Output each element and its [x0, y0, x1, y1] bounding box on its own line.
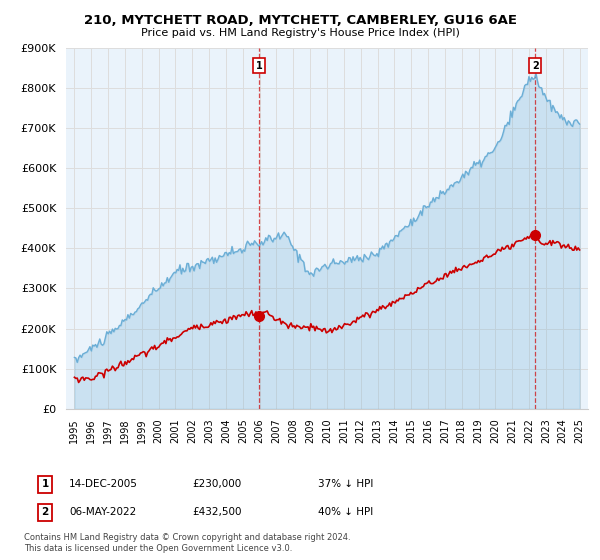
Text: 37% ↓ HPI: 37% ↓ HPI: [318, 479, 373, 489]
Text: £432,500: £432,500: [192, 507, 241, 517]
Text: 1: 1: [256, 60, 262, 71]
Text: Price paid vs. HM Land Registry's House Price Index (HPI): Price paid vs. HM Land Registry's House …: [140, 28, 460, 38]
Text: 210, MYTCHETT ROAD, MYTCHETT, CAMBERLEY, GU16 6AE: 210, MYTCHETT ROAD, MYTCHETT, CAMBERLEY,…: [83, 14, 517, 27]
Text: 2: 2: [532, 60, 539, 71]
Text: 2: 2: [41, 507, 49, 517]
Text: 14-DEC-2005: 14-DEC-2005: [69, 479, 138, 489]
Text: 40% ↓ HPI: 40% ↓ HPI: [318, 507, 373, 517]
Text: 1: 1: [41, 479, 49, 489]
Text: £230,000: £230,000: [192, 479, 241, 489]
Text: 06-MAY-2022: 06-MAY-2022: [69, 507, 136, 517]
Text: Contains HM Land Registry data © Crown copyright and database right 2024.
This d: Contains HM Land Registry data © Crown c…: [24, 533, 350, 553]
